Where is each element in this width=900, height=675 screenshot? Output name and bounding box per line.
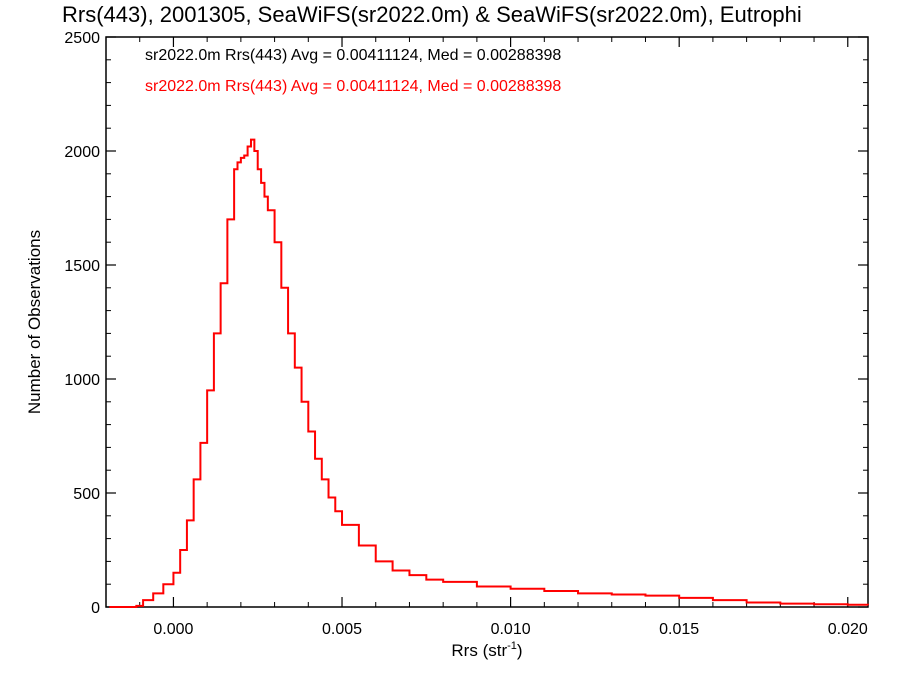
y-tick-label: 2500	[64, 30, 100, 47]
y-tick-label: 1500	[64, 258, 100, 275]
annotation-red: sr2022.0m Rrs(443) Avg = 0.00411124, Med…	[145, 78, 561, 95]
x-tick-label: 0.010	[491, 621, 531, 638]
plot-frame	[105, 36, 869, 608]
y-tick-label: 1000	[64, 372, 100, 389]
x-axis-label: Rrs (str-1)	[451, 640, 522, 660]
histogram-series	[109, 138, 869, 608]
y-axis-label: Number of Observations	[25, 230, 44, 414]
y-tick-label: 0	[91, 600, 100, 617]
x-tick-label: 0.005	[322, 621, 362, 638]
x-tick-label: 0.020	[828, 621, 868, 638]
x-tick-label: 0.000	[153, 621, 193, 638]
x-tick-label: 0.015	[659, 621, 699, 638]
chart-title: Rrs(443), 2001305, SeaWiFS(sr2022.0m) & …	[62, 2, 802, 27]
annotation-black: sr2022.0m Rrs(443) Avg = 0.00411124, Med…	[145, 47, 561, 64]
y-axis: 0 500 1000 1500 2000 2500	[64, 30, 868, 617]
x-axis: 0.000 0.005 0.010 0.015 0.020	[105, 37, 868, 638]
y-tick-label: 500	[73, 486, 100, 503]
y-tick-label: 2000	[64, 144, 100, 161]
